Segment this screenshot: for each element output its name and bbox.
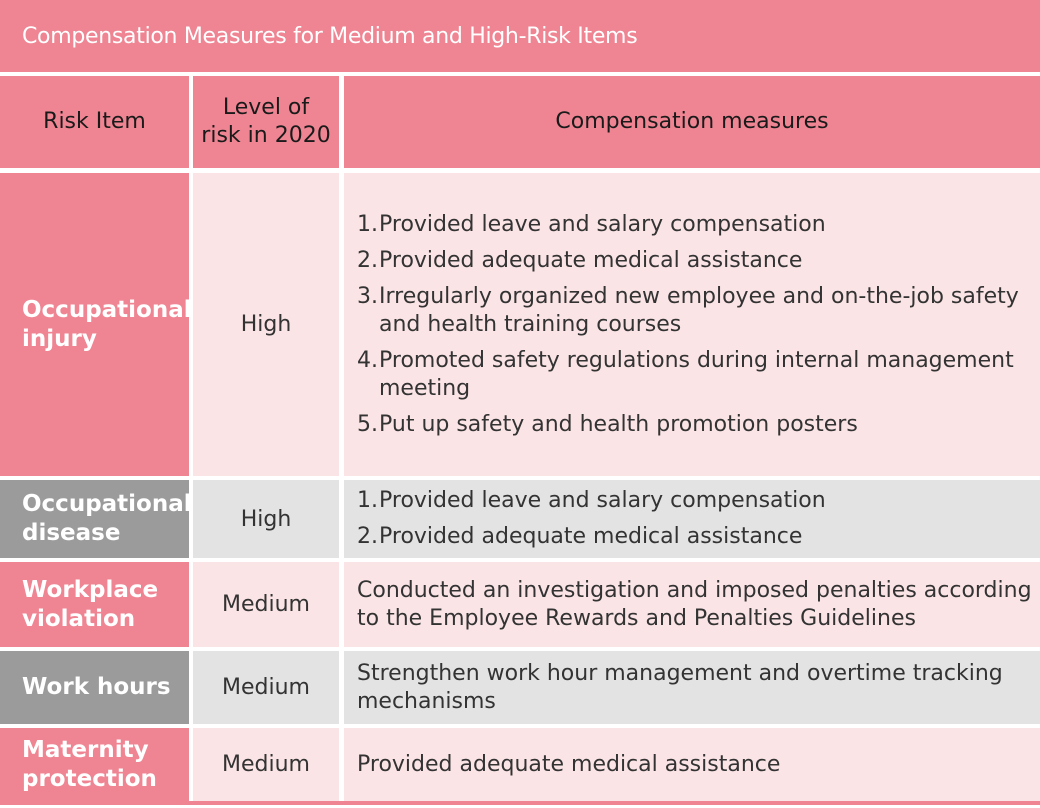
header-measures: Compensation measures — [344, 76, 1040, 168]
risk-level-workplace-violation: Medium — [193, 562, 339, 647]
risk-item-work-hours: Work hours — [0, 651, 189, 724]
list-item: 3. Irregularly organized new employee and… — [357, 283, 1032, 339]
list-text: Provided leave and salary compensation — [379, 488, 826, 513]
risk-item-maternity-protection: Maternity protection — [0, 728, 189, 801]
list-number: 2. — [357, 524, 378, 549]
risk-item-occupational-injury: Occupational injury — [0, 173, 192, 476]
list-text: Provided leave and salary compensation — [379, 211, 826, 237]
measures-maternity-protection: Provided adequate medical assistance — [344, 728, 1040, 801]
measures-workplace-violation: Conducted an investigation and imposed p… — [344, 562, 1040, 647]
risk-level-occupational-injury: High — [193, 173, 339, 476]
list-item: 1. Provided leave and salary compensation — [357, 211, 1032, 239]
list-item: 2. Provided adequate medical assistance — [357, 523, 1032, 551]
list-text: Provided adequate medical assistance — [379, 524, 803, 549]
list-item: 4. Promoted safety regulations during int… — [357, 347, 1032, 403]
table-title: Compensation Measures for Medium and Hig… — [0, 0, 1040, 72]
header-risk-item: Risk Item — [0, 76, 189, 168]
risk-item-workplace-violation: Workplace violation — [0, 562, 189, 647]
list-number: 4. — [357, 347, 378, 373]
list-item: 1. Provided leave and salary compensation — [357, 487, 1032, 515]
list-number: 1. — [357, 488, 378, 513]
list-number: 1. — [357, 211, 378, 237]
measures-occupational-injury: 1. Provided leave and salary compensation… — [344, 173, 1040, 476]
risk-level-maternity-protection: Medium — [193, 728, 339, 801]
list-text: Promoted safety regulations during inter… — [379, 347, 1014, 401]
risk-level-occupational-disease: High — [193, 480, 339, 558]
header-level: Level of risk in 2020 — [193, 76, 339, 168]
list-text: Irregularly organized new employee and o… — [379, 283, 1019, 337]
list-number: 2. — [357, 247, 378, 273]
measures-work-hours: Strengthen work hour management and over… — [344, 651, 1040, 724]
list-item: 5. Put up safety and health promotion pos… — [357, 411, 1032, 439]
list-text: Put up safety and health promotion poste… — [379, 411, 858, 437]
table-bottom-rule — [0, 801, 1040, 805]
risk-item-occupational-disease: Occupational disease — [0, 480, 192, 558]
measures-occupational-disease: 1. Provided leave and salary compensation… — [344, 480, 1040, 558]
list-item: 2. Provided adequate medical assistance — [357, 247, 1032, 275]
list-number: 5. — [357, 411, 378, 437]
list-number: 3. — [357, 283, 378, 309]
list-text: Provided adequate medical assistance — [379, 247, 803, 273]
risk-level-work-hours: Medium — [193, 651, 339, 724]
